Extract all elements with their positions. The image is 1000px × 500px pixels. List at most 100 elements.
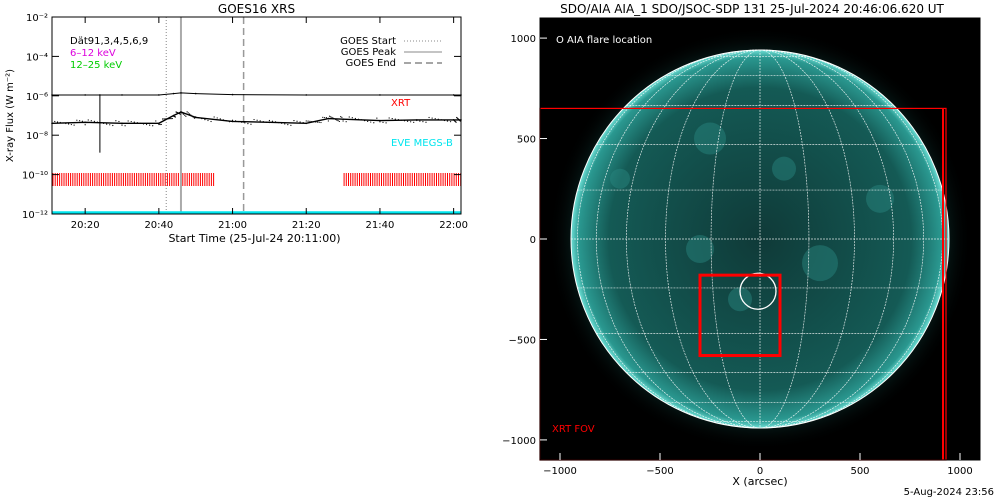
series-noise-dot <box>65 122 67 125</box>
series-noise-dot <box>311 120 313 123</box>
series-noise-dot <box>67 123 70 125</box>
series-point <box>158 94 160 96</box>
series-noise-dot <box>437 118 439 120</box>
longitude-line <box>759 49 925 429</box>
series-noise-dot <box>314 121 317 123</box>
series-noise-dot <box>422 121 424 123</box>
series-noise-dot <box>293 120 295 122</box>
series-noise-dot <box>287 124 289 126</box>
x-tick-label: 1000 <box>947 466 972 477</box>
series-noise-dot <box>181 112 183 114</box>
series-noise-dot <box>216 117 218 119</box>
series-noise-dot <box>382 121 384 123</box>
aia-title: SDO/AIA AIA_1 SDO/JSOC-SDP 131 25-Jul-20… <box>560 2 944 16</box>
series-noise-dot <box>299 121 301 123</box>
series-point <box>158 122 160 125</box>
series-noise-dot <box>373 122 375 124</box>
series-noise-dot <box>191 115 193 117</box>
y-tick-label: −1000 <box>502 436 536 447</box>
series-noise-dot <box>271 120 274 122</box>
series-noise-dot <box>305 120 307 122</box>
series-noise-dot <box>164 118 166 120</box>
series-noise-dot <box>139 122 142 124</box>
longitude-line <box>759 49 810 429</box>
y-tick-label: 1000 <box>511 34 536 45</box>
series-noise-dot <box>335 118 337 121</box>
longitude-line <box>595 49 761 429</box>
series-noise-dot <box>231 119 234 121</box>
series-noise-dot <box>152 125 154 127</box>
series-noise-dot <box>145 123 148 126</box>
flare-location-marker <box>739 272 777 310</box>
series-noise-dot <box>416 119 418 122</box>
series-noise-dot <box>124 125 126 127</box>
series-noise-dot <box>59 121 61 124</box>
series-noise-dot <box>171 117 173 120</box>
y-tick-label: 500 <box>517 135 536 146</box>
series-point <box>84 94 86 96</box>
series-noise-dot <box>238 120 240 123</box>
series-point <box>268 121 271 124</box>
series-noise-dot <box>84 124 86 126</box>
legend-left-item: 6–12 keV <box>70 48 116 59</box>
series-point <box>121 122 123 125</box>
series-noise-dot <box>184 114 186 116</box>
series-noise-dot <box>159 123 161 126</box>
longitude-line <box>626 49 761 429</box>
legend-right-label: GOES Peak <box>341 47 396 58</box>
series-noise-dot <box>370 121 372 123</box>
series-noise-dot <box>394 118 396 120</box>
xrt-fov-label: XRT FOV <box>552 424 595 435</box>
series-noise-dot <box>403 120 406 122</box>
series-noise-dot <box>278 121 280 124</box>
legend-left-item: Dät91,3,4,5,6,9 <box>70 36 148 47</box>
series-noise-dot <box>158 123 160 126</box>
y-tick-label: 0 <box>530 235 536 246</box>
aia-xlabel: X (arcsec) <box>732 475 787 488</box>
series-point <box>342 118 344 120</box>
x-tick-label: 22:00 <box>439 220 468 231</box>
longitude-line <box>759 49 855 429</box>
series-noise-dot <box>165 118 167 120</box>
footer-timestamp: 5-Aug-2024 23:56 <box>903 487 994 498</box>
series-noise-dot <box>188 113 191 115</box>
series-noise-dot <box>318 121 320 123</box>
series-noise-dot <box>265 121 267 123</box>
series-noise-dot <box>379 121 381 123</box>
goes-xlabel: Start Time (25-Jul-24 20:11:00) <box>168 232 340 245</box>
legend-right-label: GOES End <box>346 58 396 69</box>
series-noise-dot <box>354 117 356 120</box>
series-noise-dot <box>262 120 264 123</box>
series-noise-dot <box>168 118 170 120</box>
series-point <box>180 92 182 94</box>
series-noise-dot <box>309 120 311 122</box>
series-noise-dot <box>348 116 350 118</box>
series-point <box>231 93 234 96</box>
series-noise-dot <box>219 118 221 120</box>
series-noise-dot <box>434 118 436 120</box>
series-noise-dot <box>431 117 433 119</box>
x-tick-label: 20:40 <box>144 220 173 231</box>
series-noise-dot <box>62 122 64 124</box>
series-noise-dot <box>93 120 95 122</box>
x-tick-label: 21:00 <box>218 220 247 231</box>
series-noise-dot <box>247 123 249 125</box>
series-noise-dot <box>406 120 409 122</box>
series-noise-dot <box>256 119 258 121</box>
series-noise-dot <box>136 122 138 124</box>
x-tick-label: 21:20 <box>292 220 321 231</box>
series-noise-dot <box>149 124 151 126</box>
series-noise-dot <box>449 121 452 123</box>
series-noise-dot <box>250 123 252 125</box>
series-noise-dot <box>253 118 255 121</box>
series-noise-dot <box>195 116 197 118</box>
series-noise-dot <box>179 113 181 115</box>
series-point <box>172 92 175 95</box>
series-noise-dot <box>70 123 72 126</box>
series-point <box>194 92 197 95</box>
active-region-patch <box>866 184 894 213</box>
series-noise-dot <box>244 122 246 124</box>
series-noise-dot <box>360 119 363 121</box>
